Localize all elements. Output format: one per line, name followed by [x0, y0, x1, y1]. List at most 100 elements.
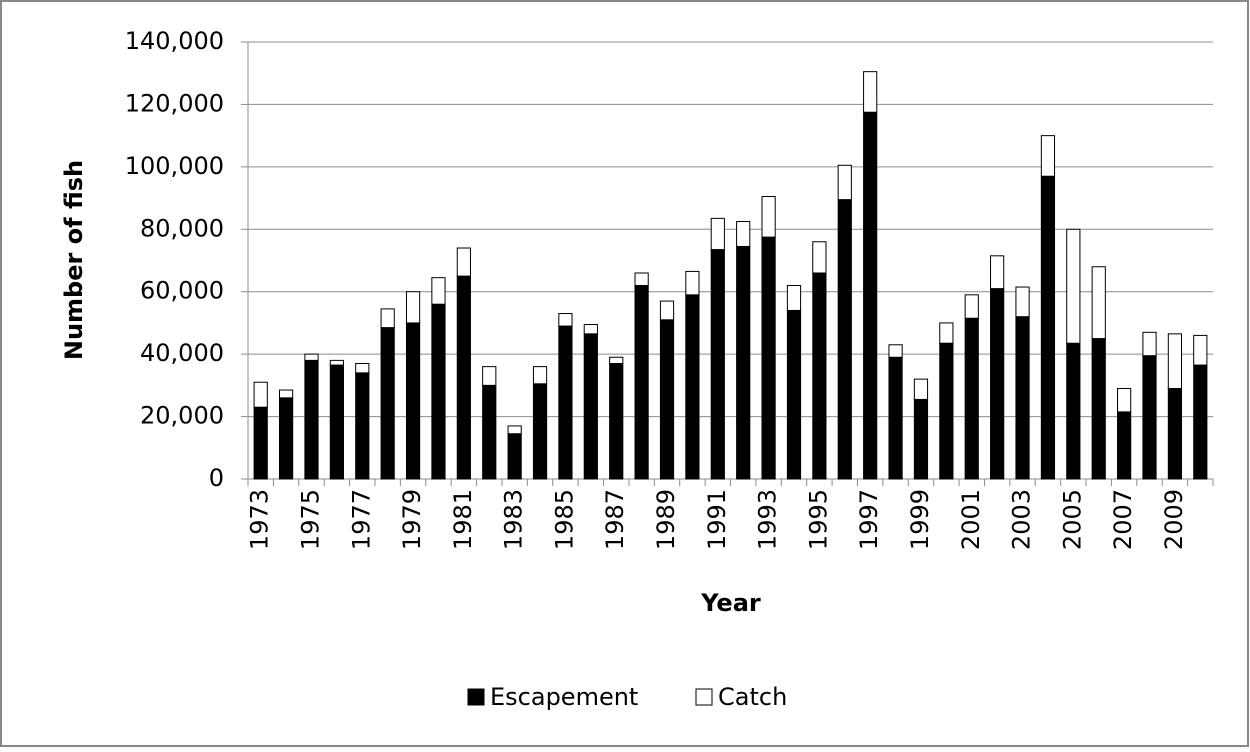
bar-segment: [1040, 135, 1056, 177]
bar-segment: [786, 284, 802, 311]
bar-segment: [278, 397, 294, 480]
y-tick-label: 140,000: [125, 27, 224, 55]
bar-segment: [736, 245, 751, 480]
bar-segment: [431, 277, 446, 305]
x-tick-label: 2003: [1008, 489, 1036, 550]
bar-segment: [405, 291, 421, 324]
bar-segment: [710, 217, 725, 251]
y-tick-label: 100,000: [125, 152, 224, 180]
x-tick-label: 1987: [601, 489, 629, 550]
bar-segment: [837, 164, 852, 201]
bar-segment: [1091, 338, 1106, 480]
bar-segment: [355, 363, 370, 374]
bar-segment: [1015, 316, 1030, 480]
bar-segment: [431, 303, 446, 480]
bar-segment: [812, 272, 827, 480]
x-tick-label: 2001: [957, 489, 985, 550]
bar-segment: [532, 383, 548, 480]
bar-segment: [990, 255, 1005, 290]
bar-segment: [532, 366, 548, 385]
bar-segment: [761, 196, 776, 238]
bar-segment: [913, 378, 929, 400]
x-tick-label: 1993: [754, 489, 782, 550]
bar-segment: [863, 71, 878, 113]
bar-segment: [558, 313, 573, 327]
bar-segment: [863, 111, 878, 480]
x-tick-label: 1989: [652, 489, 680, 550]
bar-segment: [659, 300, 675, 321]
bar-segment: [482, 384, 497, 480]
bar-segment: [888, 344, 903, 358]
bar-segment: [583, 333, 598, 480]
x-tick-label: 1977: [347, 489, 375, 550]
bar-segment: [380, 308, 395, 329]
bar-segment: [507, 433, 522, 480]
x-tick-label: 1975: [296, 489, 324, 550]
bar-segment: [1142, 355, 1157, 480]
legend-label: Catch: [718, 683, 787, 711]
x-tick-label: 1995: [804, 489, 832, 550]
y-tick-label: 40,000: [140, 339, 224, 367]
bar-segment: [1117, 387, 1132, 413]
bar-segment: [634, 272, 649, 286]
x-tick-label: 1979: [398, 489, 426, 550]
bar-segment: [507, 425, 522, 435]
bar-segment: [405, 322, 421, 480]
bar-segment: [1091, 266, 1106, 340]
bar-segment: [1040, 175, 1056, 480]
bar-segment: [939, 322, 954, 344]
bar-segment: [913, 398, 929, 480]
bar-segment: [761, 236, 776, 480]
bar-segment: [1142, 331, 1157, 357]
bar-segment: [990, 288, 1005, 480]
y-tick-label: 0: [209, 464, 224, 492]
bar-segment: [456, 275, 471, 480]
x-tick-label: 2005: [1058, 489, 1086, 550]
bar-segment: [1193, 334, 1208, 366]
x-tick-label: 2007: [1109, 489, 1137, 550]
bar-segment: [278, 389, 294, 399]
bar-segment: [355, 372, 370, 480]
bar-segment: [1193, 364, 1208, 480]
bar-segment: [380, 327, 395, 480]
bar-segment: [964, 294, 979, 319]
x-tick-label: 1991: [703, 489, 731, 550]
y-tick-label: 20,000: [140, 402, 224, 430]
y-tick-label: 60,000: [140, 277, 224, 305]
bar-segment: [685, 294, 700, 480]
bar-segment: [609, 363, 624, 480]
x-axis-label: Year: [700, 589, 761, 617]
bar-segment: [634, 284, 649, 480]
bar-segment: [253, 406, 268, 480]
bar-segment: [786, 309, 802, 480]
bar-segment: [456, 247, 471, 277]
legend-swatch: [695, 688, 713, 706]
x-tick-label: 1997: [855, 489, 883, 550]
x-tick-label: 1999: [906, 489, 934, 550]
x-tick-label: 1973: [246, 489, 274, 550]
x-tick-label: 1983: [500, 489, 528, 550]
legend-label: Escapement: [490, 683, 638, 711]
bar-segment: [329, 364, 344, 480]
bar-segment: [1167, 333, 1183, 389]
legend-swatch: [467, 688, 485, 706]
bar-segment: [482, 366, 497, 386]
bar-segment: [1066, 228, 1081, 344]
bar-segment: [1167, 387, 1183, 480]
bar-segment: [1015, 286, 1030, 318]
bar-segment: [583, 323, 598, 335]
bar-segment: [939, 342, 954, 480]
bar-segment: [888, 356, 903, 480]
bar-segment: [812, 241, 827, 274]
y-axis-label: Number of fish: [60, 160, 88, 360]
bar-segment: [736, 220, 751, 247]
bar-segment: [1066, 342, 1081, 480]
bar-segment: [253, 381, 268, 408]
y-tick-label: 120,000: [125, 89, 224, 117]
bar-segment: [304, 353, 319, 361]
x-tick-label: 1985: [550, 489, 578, 550]
x-tick-label: 1981: [449, 489, 477, 550]
bar-segment: [609, 356, 624, 365]
